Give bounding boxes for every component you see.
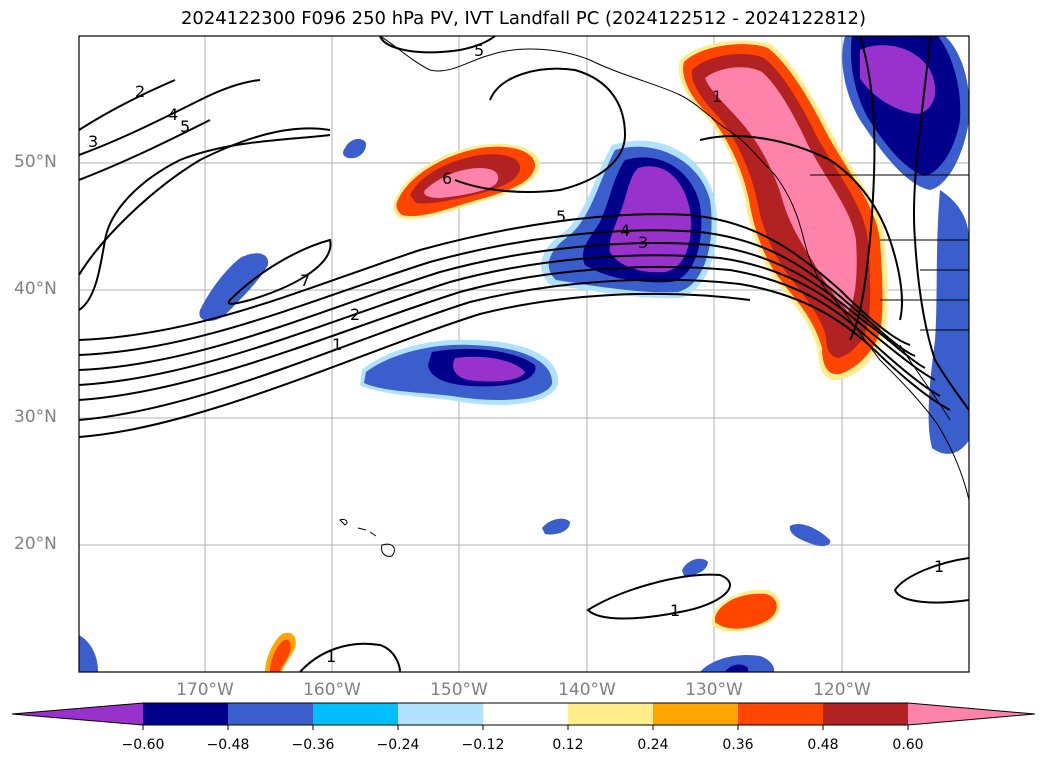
lat-label: 30°N — [14, 407, 57, 427]
colorbar-swatch — [653, 703, 738, 725]
lat-label: 20°N — [14, 534, 57, 554]
contour-label: 5 — [180, 117, 190, 136]
colorbar-max-extension — [908, 703, 1035, 725]
colorbar-min-extension — [12, 703, 143, 725]
contour-label: 5 — [474, 41, 484, 60]
contour-label: 3 — [88, 132, 98, 151]
contour-label: 4 — [168, 105, 178, 124]
colorbar-tick-label: −0.60 — [121, 737, 165, 753]
contour-label: 1 — [332, 335, 342, 354]
lon-label: 120°W — [813, 680, 871, 700]
colorbar-ticks — [142, 725, 909, 730]
contour-label: 1 — [670, 601, 680, 620]
contour-label: 2 — [135, 82, 145, 101]
colorbar-swatch — [823, 703, 908, 725]
contour-label: 6 — [442, 169, 452, 188]
contour-label: 2 — [350, 305, 360, 324]
contour-label: 4 — [620, 221, 630, 240]
lon-label: 150°W — [430, 680, 488, 700]
colorbar-tick-label: 0.12 — [552, 737, 584, 753]
colorbar-swatch — [228, 703, 313, 725]
colorbar-swatch — [143, 703, 228, 725]
lon-label: 130°W — [685, 680, 743, 700]
colorbar-swatch — [568, 703, 653, 725]
colorbar — [11, 702, 1036, 730]
contour-label-group: 2 3 4 5 5 6 5 4 3 7 2 1 1 1 1 1 — [88, 41, 944, 666]
colorbar-tick-label: −0.48 — [206, 737, 250, 753]
colorbar-swatch — [483, 703, 568, 725]
colorbar-tick-label: 0.60 — [892, 737, 924, 753]
contour-label: 7 — [300, 271, 310, 290]
lat-label: 50°N — [14, 152, 57, 172]
map-frame — [78, 35, 970, 673]
map-plot-area: 2 3 4 5 5 6 5 4 3 7 2 1 1 1 1 1 — [79, 36, 969, 672]
colorbar-swatch — [738, 703, 823, 725]
colorbar-tick-label: 0.48 — [807, 737, 839, 753]
contour-label: 1 — [934, 557, 944, 576]
colorbar-swatch — [313, 703, 398, 725]
negative-pc-shading — [79, 36, 969, 672]
colorbar-tick-label: −0.24 — [376, 737, 420, 753]
coastlines — [339, 36, 969, 557]
colorbar-tick-label: 0.36 — [722, 737, 754, 753]
contour-label: 1 — [712, 87, 722, 106]
map-title: 2024122300 F096 250 hPa PV, IVT Landfall… — [180, 8, 867, 29]
contour-label: 1 — [326, 647, 336, 666]
contour-lines — [79, 36, 969, 672]
colorbar-tick-label: −0.36 — [291, 737, 335, 753]
positive-pc-shading — [265, 40, 888, 672]
contour-label: 3 — [638, 233, 648, 252]
contour-label: 5 — [556, 207, 566, 226]
lon-label: 140°W — [558, 680, 616, 700]
colorbar-swatch — [398, 703, 483, 725]
colorbar-tick-label: −0.12 — [461, 737, 505, 753]
lon-label: 170°W — [176, 680, 234, 700]
colorbar-tick-label: 0.24 — [637, 737, 669, 753]
lat-label: 40°N — [14, 279, 57, 299]
lon-label: 160°W — [303, 680, 361, 700]
